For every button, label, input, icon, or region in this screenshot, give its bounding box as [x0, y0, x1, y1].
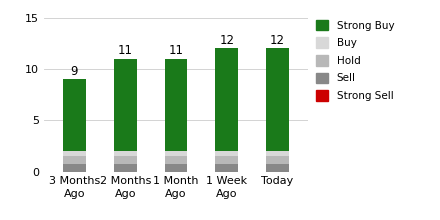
Bar [215, 156, 238, 164]
Text: 11: 11 [169, 44, 183, 57]
Legend: Strong Buy, Buy, Hold, Sell, Strong Sell: Strong Buy, Buy, Hold, Sell, Strong Sell [316, 20, 394, 101]
Bar [114, 151, 137, 156]
Bar [266, 48, 289, 151]
Bar [165, 59, 187, 151]
Text: 11: 11 [118, 44, 133, 57]
Bar [165, 151, 187, 156]
Text: 12: 12 [270, 34, 285, 47]
Text: 12: 12 [219, 34, 234, 47]
Bar [63, 156, 86, 164]
Bar [63, 151, 86, 156]
Bar [63, 164, 86, 172]
Bar [114, 164, 137, 172]
Bar [215, 151, 238, 156]
Bar [266, 156, 289, 164]
Bar [266, 151, 289, 156]
Bar [114, 59, 137, 151]
Bar [165, 164, 187, 172]
Bar [266, 164, 289, 172]
Bar [215, 48, 238, 151]
Bar [63, 79, 86, 151]
Bar [114, 156, 137, 164]
Bar [165, 156, 187, 164]
Bar [215, 164, 238, 172]
Text: 9: 9 [71, 65, 78, 78]
